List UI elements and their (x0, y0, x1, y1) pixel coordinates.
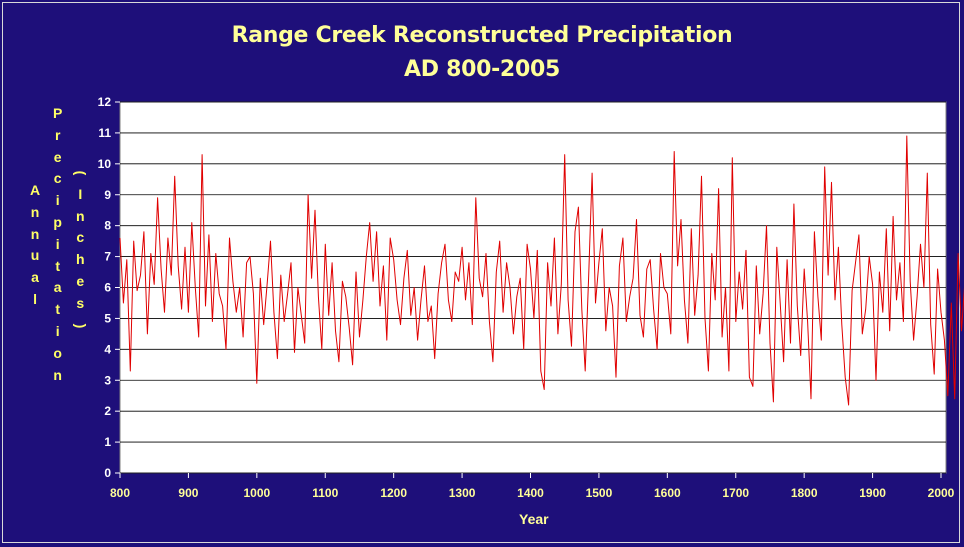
y-tick-label-6: 6 (104, 281, 111, 295)
y-tick-label-2: 2 (104, 404, 111, 418)
x-tick-label-1300: 1300 (449, 486, 476, 500)
y-label-char: e (53, 148, 62, 165)
y-tick-label-0: 0 (104, 466, 111, 480)
y-label-char: t (55, 301, 60, 318)
y-label-char: a (53, 279, 62, 296)
y-label-char: i (55, 192, 60, 209)
x-tick-label-1400: 1400 (517, 486, 544, 500)
chart-title: Range Creek Reconstructed Precipitation (231, 23, 733, 48)
y-tick-label-5: 5 (104, 311, 111, 325)
y-label-char: i (55, 322, 60, 339)
y-label-char: ( (73, 170, 90, 176)
precipitation-series-line (119, 135, 964, 406)
y-label-char: e (76, 272, 85, 289)
y-label-char: i (55, 235, 60, 252)
x-tick-label-1900: 1900 (859, 486, 886, 500)
x-tick-label-1600: 1600 (654, 486, 681, 500)
y-tick-label-1: 1 (104, 435, 111, 449)
x-tick-label-2000: 2000 (928, 486, 955, 500)
y-label-char: P (53, 105, 63, 121)
y-tick-label-12: 12 (98, 95, 112, 109)
y-label-char: ) (73, 323, 90, 328)
y-label-char: a (31, 269, 39, 286)
y-label-char: o (53, 344, 62, 361)
y-label-char: c (76, 229, 85, 246)
y-tick-label-11: 11 (98, 126, 111, 140)
y-label-char: n (30, 225, 40, 242)
y-label-char: c (53, 170, 62, 187)
x-tick-label-900: 900 (178, 486, 198, 500)
x-tick-label-800: 800 (110, 486, 130, 500)
x-axis-ticks: 800 900 1000 1100 1200 1300 1400 1500 1600 1700 18… (110, 473, 955, 500)
x-tick-label-1100: 1100 (312, 486, 338, 500)
y-label-char: p (53, 213, 62, 230)
y-label-char: n (53, 366, 62, 383)
y-label-char: I (78, 185, 83, 202)
x-tick-label-1000: 1000 (243, 486, 270, 500)
x-axis-label: Year (519, 511, 549, 527)
y-tick-label-8: 8 (104, 219, 111, 233)
y-label-char: h (76, 251, 85, 268)
chart-subtitle: AD 800-2005 (404, 57, 560, 82)
x-tick-label-1700: 1700 (722, 486, 749, 500)
y-label-char: l (33, 290, 37, 307)
y-label-char: A (30, 182, 41, 198)
y-tick-label-9: 9 (104, 188, 111, 202)
y-label-char: n (30, 203, 40, 220)
x-tick-label-1200: 1200 (380, 486, 407, 500)
y-tick-label-10: 10 (98, 157, 112, 171)
y-label-char: s (76, 294, 85, 311)
y-tick-label-4: 4 (104, 342, 111, 356)
x-tick-label-1800: 1800 (791, 486, 818, 500)
y-label-char: n (76, 207, 85, 224)
y-label-char: r (54, 126, 61, 143)
y-tick-label-7: 7 (104, 250, 111, 264)
y-label-char: u (30, 247, 40, 264)
grid-lines (120, 101, 946, 474)
x-tick-label-1500: 1500 (586, 486, 613, 500)
y-label-char: t (55, 257, 60, 274)
y-tick-label-3: 3 (104, 373, 111, 387)
